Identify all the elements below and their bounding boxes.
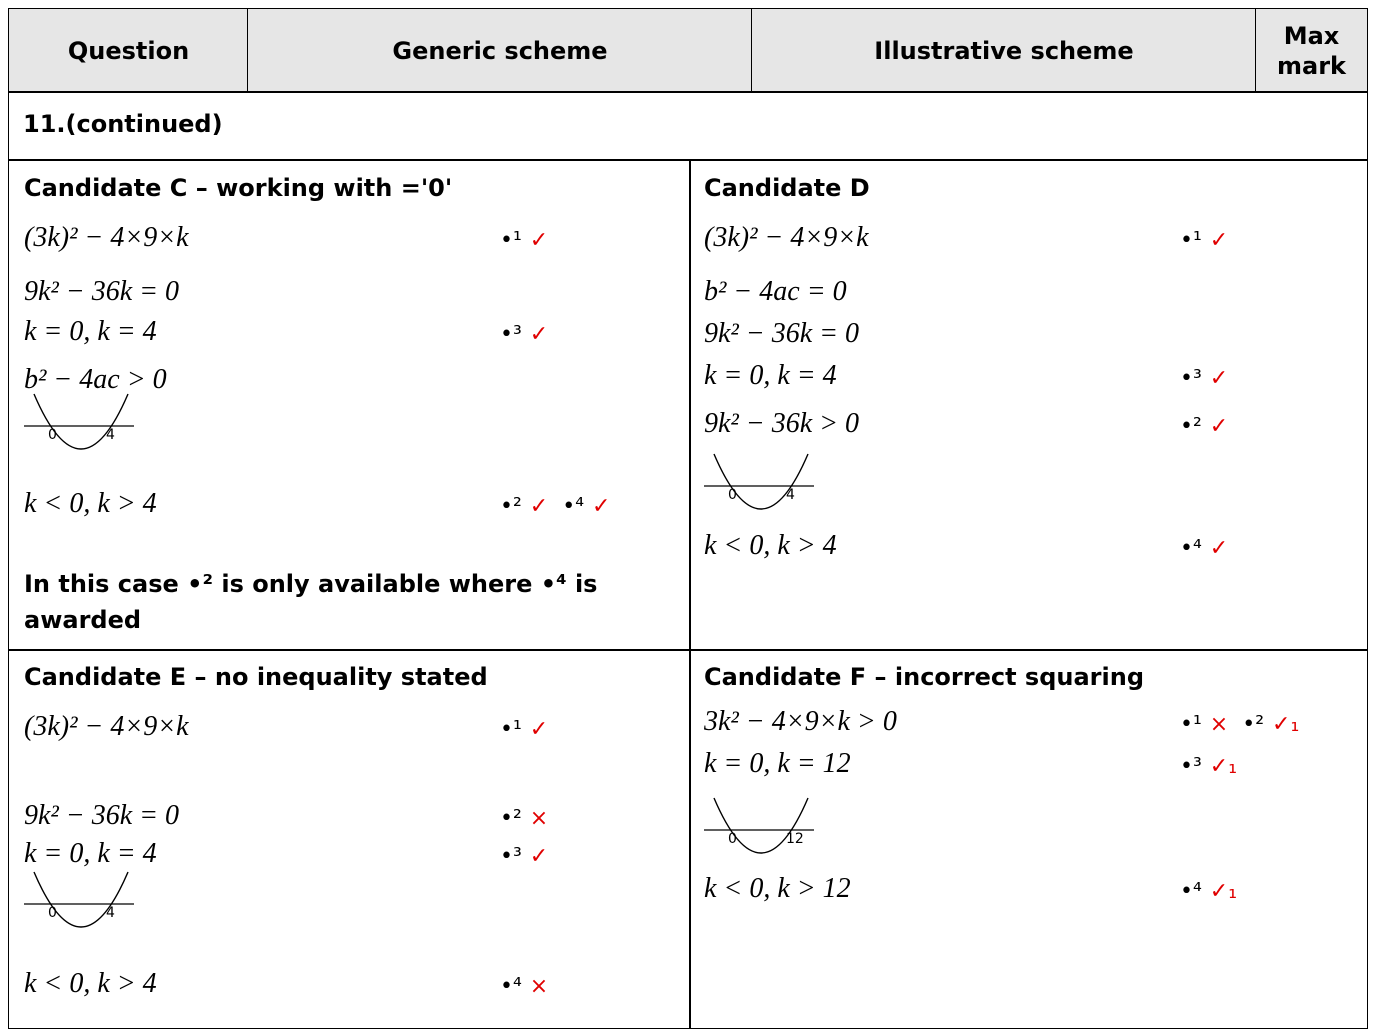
math-line: (3k)² − 4×9×k [24,711,189,742]
math-line: k < 0, k > 4 [704,530,837,561]
mark-point: •² [500,494,522,519]
mark-result: ✓ [1209,414,1229,439]
mark-result: × [1209,712,1229,737]
math-line: k = 0, k = 4 [24,316,157,347]
root-label: 4 [786,487,795,503]
root-label: 4 [106,905,115,921]
math-line: 9k² − 36k = 0 [704,318,860,349]
mark-point: •¹ [500,717,522,742]
mark-group: •¹ × •² ✓₁ [1180,712,1313,737]
mark-point: •² [1242,712,1265,737]
math-line: (3k)² − 4×9×k [24,222,189,253]
mark-group: •⁴ × [500,974,562,999]
mark-result: ✓ [529,717,549,742]
mark-result: ✓ [529,322,549,347]
panel-title: Candidate D [704,174,870,202]
mark-point: •² [500,806,522,831]
parabola [713,453,809,510]
math-line: b² − 4ac = 0 [704,276,847,307]
mark-result: ✓ [1209,366,1229,391]
root-label: 0 [728,831,737,847]
math-line: 9k² − 36k > 0 [704,408,860,439]
mark-result: ✓₁ [1209,879,1238,904]
mark-point: •⁴ [500,974,522,999]
mark-group: •³ ✓ [1180,366,1242,391]
root-label: 4 [106,427,115,443]
parabola [713,797,809,854]
mark-group: •² × [500,806,562,831]
math-line: k = 0, k = 12 [704,748,851,779]
math-line: 9k² − 36k = 0 [24,800,180,831]
panel-cell [8,159,691,651]
root-label: 0 [48,427,57,443]
mark-group: •¹ ✓ [1180,228,1242,253]
mark-group: •¹ ✓ [500,717,562,742]
panel-title: Candidate C – working with ='0' [24,174,453,202]
mark-result: ✓ [1209,536,1229,561]
section-row: 11.(continued) [8,91,1368,161]
panel-title: Candidate E – no inequality stated [24,663,488,691]
root-label: 0 [728,487,737,503]
math-line: k = 0, k = 4 [704,360,837,391]
mark-group: •³ ✓ [500,844,562,869]
mark-group: •⁴ ✓₁ [1180,879,1251,904]
panel-note: In this case •² is only available where … [24,570,598,634]
parabola-sketch: 0 12 [704,797,814,854]
parabola [33,871,129,928]
mark-point: •¹ [1180,228,1202,253]
header-cell: Generic scheme [247,8,753,93]
mark-point: •³ [500,322,522,347]
panel-cell [689,159,1368,651]
mark-point: •¹ [500,228,522,253]
mark-point: •⁴ [1180,879,1202,904]
parabola [33,393,129,450]
mark-result: ✓ [529,494,549,519]
mark-group: •² ✓ [1180,414,1242,439]
mark-result: ✓₁ [1272,712,1300,737]
mark-point: •³ [500,844,522,869]
mark-result: ✓ [1209,228,1229,253]
mark-result: ✓ [529,228,549,253]
mark-group: •³ ✓ [500,322,562,347]
panel-title: Candidate F – incorrect squaring [704,663,1144,691]
mark-result: ✓ [529,844,549,869]
root-label: 0 [48,905,57,921]
math-line: k < 0, k > 12 [704,873,851,904]
mark-result: × [529,974,549,999]
mark-result: ✓₁ [1209,754,1238,779]
mark-point: •³ [1180,366,1202,391]
mark-group: •² ✓ •⁴ ✓ [500,494,624,519]
header-cell: Max mark [1255,8,1368,93]
mark-group: •³ ✓₁ [1180,754,1251,779]
mark-point: •³ [1180,754,1202,779]
mark-result: × [529,806,549,831]
math-line: (3k)² − 4×9×k [704,222,869,253]
mark-point: •⁴ [562,494,585,519]
math-line: 3k² − 4×9×k > 0 [704,706,897,737]
header-cell: Question [8,8,249,93]
root-label: 12 [786,831,804,847]
mark-group: •¹ ✓ [500,228,562,253]
mark-point: •⁴ [1180,536,1202,561]
math-line: k < 0, k > 4 [24,488,157,519]
mark-group: •⁴ ✓ [1180,536,1242,561]
mark-result: ✓ [592,494,611,519]
math-line: k < 0, k > 4 [24,968,157,999]
math-line: k = 0, k = 4 [24,838,157,869]
mark-point: •¹ [1180,712,1202,737]
math-line: b² − 4ac > 0 [24,364,167,395]
mark-point: •² [1180,414,1202,439]
math-line: 9k² − 36k = 0 [24,276,180,307]
header-cell: Illustrative scheme [751,8,1257,93]
